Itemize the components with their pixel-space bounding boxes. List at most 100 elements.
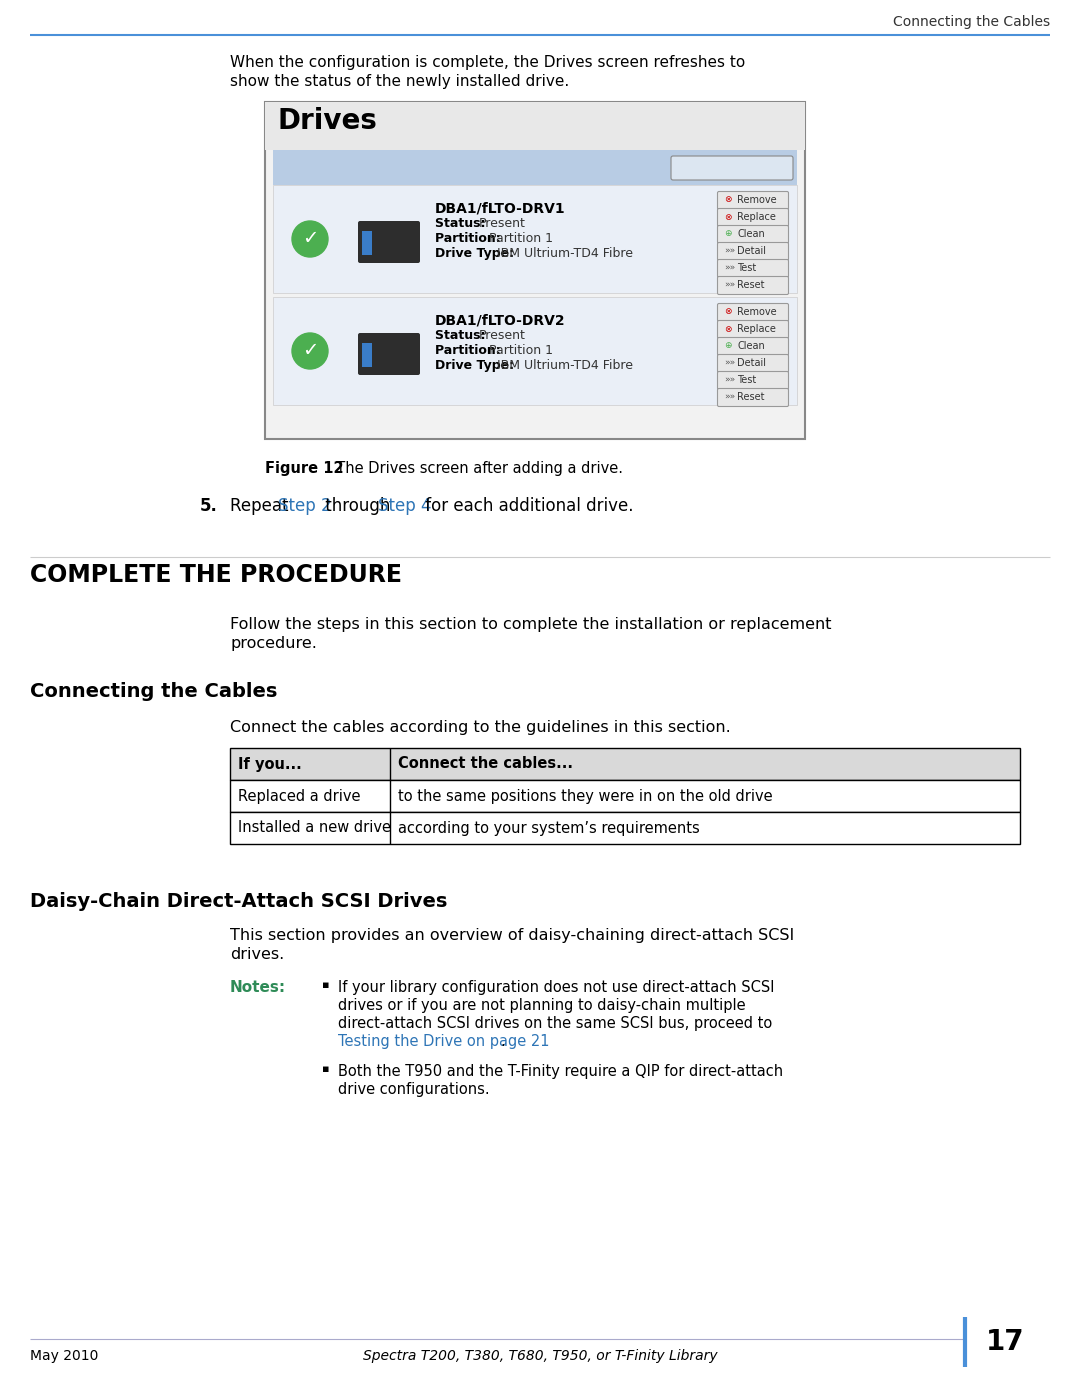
Text: 5.: 5. — [200, 497, 218, 515]
Text: Connect the cables according to the guidelines in this section.: Connect the cables according to the guid… — [230, 719, 731, 735]
Text: Clean: Clean — [737, 229, 765, 239]
Text: Step 4: Step 4 — [378, 497, 432, 515]
Text: Notes:: Notes: — [230, 981, 286, 995]
Text: Remove: Remove — [737, 307, 777, 317]
Text: »»: »» — [724, 359, 735, 367]
Text: Partition 1: Partition 1 — [489, 232, 553, 244]
Text: show the status of the newly installed drive.: show the status of the newly installed d… — [230, 74, 569, 89]
Text: through: through — [320, 497, 395, 515]
FancyBboxPatch shape — [265, 102, 805, 149]
Text: DBA1/fLTO-DRV1: DBA1/fLTO-DRV1 — [435, 201, 566, 215]
Text: Test: Test — [737, 374, 756, 386]
Text: to the same positions they were in on the old drive: to the same positions they were in on th… — [399, 788, 772, 803]
FancyBboxPatch shape — [717, 277, 788, 295]
Text: Installed a new drive: Installed a new drive — [238, 820, 391, 835]
FancyBboxPatch shape — [230, 747, 1020, 780]
FancyBboxPatch shape — [717, 208, 788, 226]
Text: Figure 12: Figure 12 — [265, 461, 343, 476]
FancyBboxPatch shape — [717, 320, 788, 338]
Text: Partition:: Partition: — [435, 232, 505, 244]
Text: May 2010: May 2010 — [30, 1350, 98, 1363]
Text: »»: »» — [724, 246, 735, 256]
Text: Connecting the Cables: Connecting the Cables — [30, 682, 278, 701]
Text: Step 2: Step 2 — [278, 497, 332, 515]
Text: Remove: Remove — [737, 196, 777, 205]
FancyBboxPatch shape — [362, 344, 372, 367]
FancyBboxPatch shape — [717, 355, 788, 373]
Text: Spectra T200, T380, T680, T950, or T-Finity Library: Spectra T200, T380, T680, T950, or T-Fin… — [363, 1350, 717, 1363]
Text: Present: Present — [480, 217, 526, 231]
Text: Status:: Status: — [435, 217, 490, 231]
Text: Connect the cables...: Connect the cables... — [399, 757, 573, 771]
Text: ▪: ▪ — [322, 981, 329, 990]
Text: Status:: Status: — [435, 330, 490, 342]
Text: Test: Test — [737, 263, 756, 272]
Text: Repeat: Repeat — [230, 497, 294, 515]
Text: ▪: ▪ — [322, 1065, 329, 1074]
FancyBboxPatch shape — [717, 243, 788, 260]
FancyBboxPatch shape — [717, 338, 788, 355]
Text: If your library configuration does not use direct-attach SCSI: If your library configuration does not u… — [338, 981, 774, 995]
Text: ✓: ✓ — [301, 341, 319, 360]
FancyBboxPatch shape — [230, 780, 1020, 812]
Circle shape — [292, 332, 328, 369]
Text: The Drives screen after adding a drive.: The Drives screen after adding a drive. — [327, 461, 623, 476]
Text: Replace: Replace — [737, 212, 775, 222]
Text: Testing the Drive on page 21: Testing the Drive on page 21 — [338, 1034, 550, 1049]
Text: If you...: If you... — [238, 757, 301, 771]
FancyBboxPatch shape — [265, 102, 805, 439]
FancyBboxPatch shape — [671, 156, 793, 180]
Text: Partition:: Partition: — [435, 344, 505, 358]
FancyBboxPatch shape — [273, 184, 797, 293]
Text: procedure.: procedure. — [230, 636, 316, 651]
Text: ⊗: ⊗ — [724, 324, 731, 334]
Text: direct-attach SCSI drives on the same SCSI bus, proceed to: direct-attach SCSI drives on the same SC… — [338, 1016, 772, 1031]
FancyBboxPatch shape — [717, 372, 788, 390]
Text: IBM Ultrium-TD4 Fibre: IBM Ultrium-TD4 Fibre — [497, 247, 633, 260]
Text: Both the T950 and the T-Finity require a QIP for direct-attach: Both the T950 and the T-Finity require a… — [338, 1065, 783, 1078]
Text: »»: »» — [724, 281, 735, 289]
Text: .: . — [500, 1034, 504, 1049]
Text: Drives: Drives — [276, 108, 377, 136]
Text: This section provides an overview of daisy-chaining direct-attach SCSI: This section provides an overview of dai… — [230, 928, 794, 943]
Text: Detail: Detail — [737, 246, 766, 256]
Text: according to your system’s requirements: according to your system’s requirements — [399, 820, 700, 835]
Text: Present: Present — [480, 330, 526, 342]
Text: drives or if you are not planning to daisy-chain multiple: drives or if you are not planning to dai… — [338, 997, 745, 1013]
FancyBboxPatch shape — [357, 332, 420, 374]
Text: Replaced a drive: Replaced a drive — [238, 788, 361, 803]
Text: Reset: Reset — [737, 393, 765, 402]
Text: DBA1/fLTO-DRV2: DBA1/fLTO-DRV2 — [435, 313, 566, 327]
Text: drives.: drives. — [230, 947, 284, 963]
FancyBboxPatch shape — [230, 812, 1020, 844]
FancyBboxPatch shape — [273, 298, 797, 405]
FancyBboxPatch shape — [717, 303, 788, 321]
Text: Connecting the Cables: Connecting the Cables — [893, 15, 1050, 29]
Circle shape — [292, 221, 328, 257]
Text: ⊗: ⊗ — [724, 196, 731, 204]
FancyBboxPatch shape — [717, 225, 788, 243]
Text: Follow the steps in this section to complete the installation or replacement: Follow the steps in this section to comp… — [230, 617, 832, 631]
FancyBboxPatch shape — [362, 231, 372, 256]
Text: »»: »» — [724, 393, 735, 401]
FancyBboxPatch shape — [717, 260, 788, 278]
Text: drive configurations.: drive configurations. — [338, 1083, 489, 1097]
Text: COMPLETE THE PROCEDURE: COMPLETE THE PROCEDURE — [30, 563, 402, 587]
FancyBboxPatch shape — [273, 149, 797, 184]
FancyBboxPatch shape — [357, 221, 420, 263]
Text: When the configuration is complete, the Drives screen refreshes to: When the configuration is complete, the … — [230, 54, 745, 70]
Text: Replace: Replace — [737, 324, 775, 334]
Text: ⊕: ⊕ — [724, 229, 731, 239]
Text: Partition 1: Partition 1 — [489, 344, 553, 358]
Text: Daisy-Chain Direct-Attach SCSI Drives: Daisy-Chain Direct-Attach SCSI Drives — [30, 893, 447, 911]
Text: »»: »» — [724, 264, 735, 272]
Text: ⊕: ⊕ — [724, 341, 731, 351]
Text: ⊗: ⊗ — [724, 307, 731, 317]
Text: »»: »» — [724, 376, 735, 384]
Text: Drive Type:: Drive Type: — [435, 247, 518, 260]
Text: Detail: Detail — [737, 358, 766, 367]
FancyBboxPatch shape — [717, 191, 788, 210]
Text: »» Drive Performance: »» Drive Performance — [679, 163, 793, 173]
Text: Clean: Clean — [737, 341, 765, 351]
Text: ⊗: ⊗ — [724, 212, 731, 222]
